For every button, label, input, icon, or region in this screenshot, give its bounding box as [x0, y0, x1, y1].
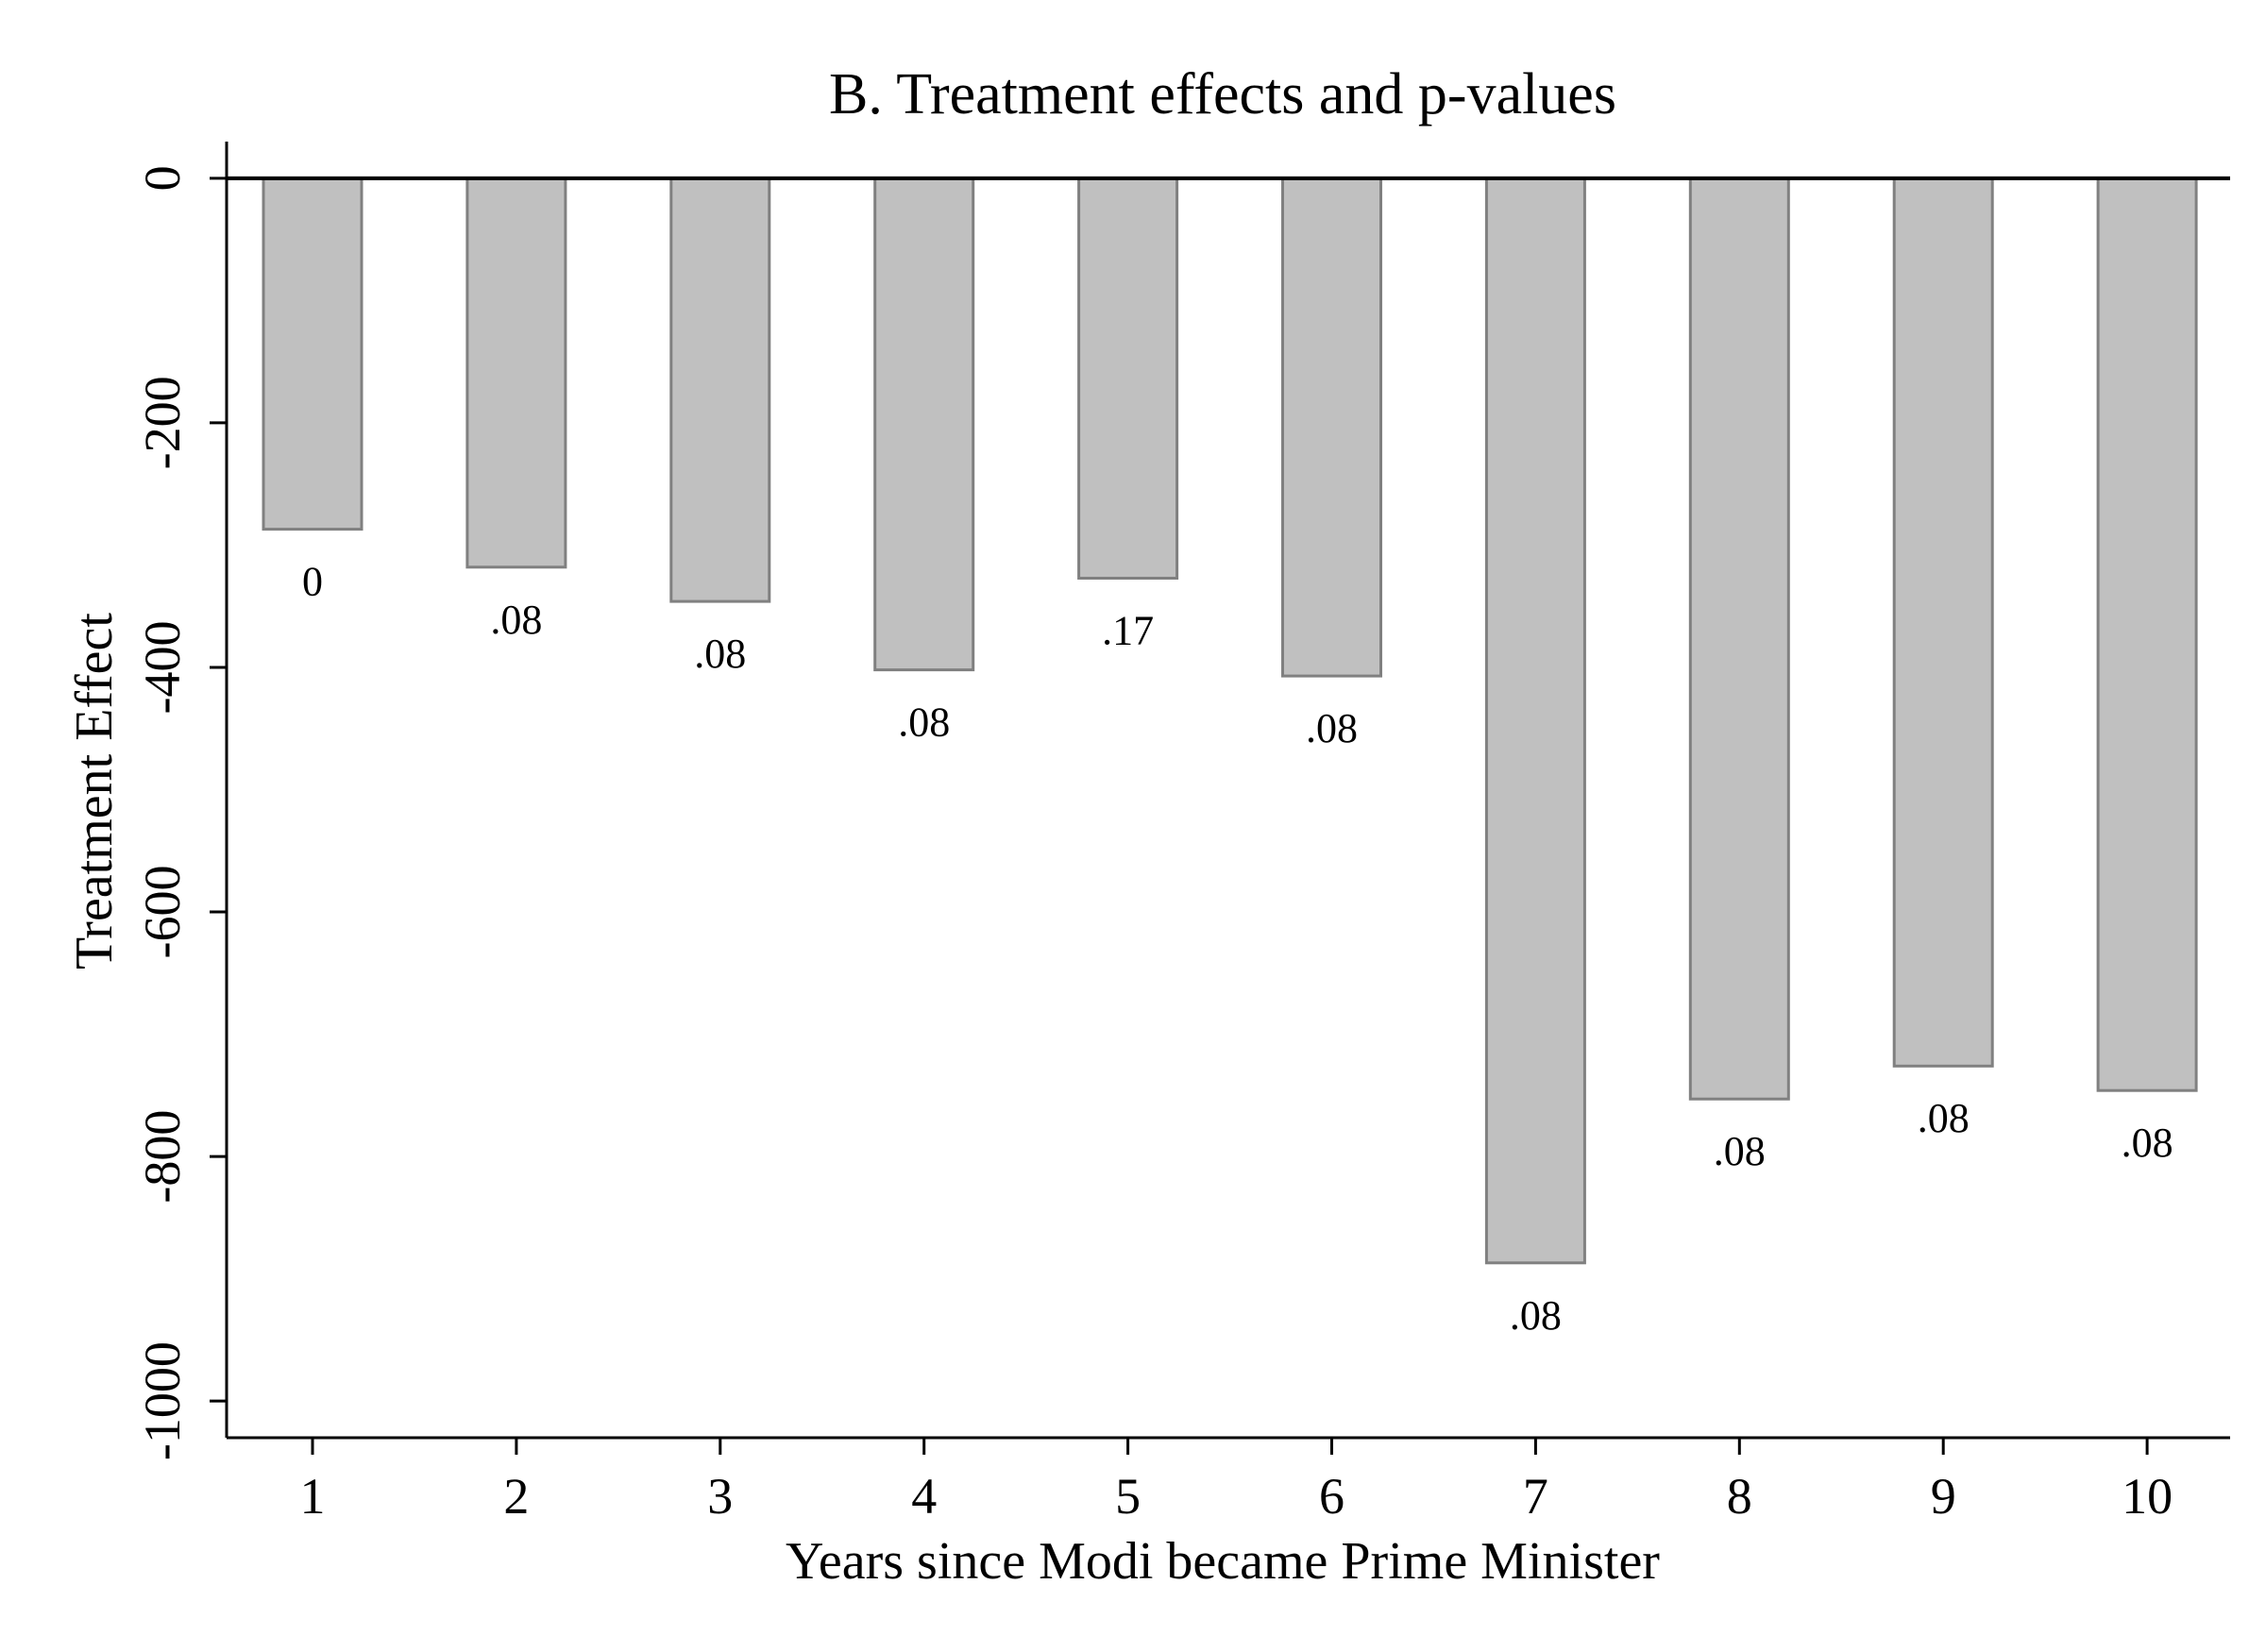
- plot-area: 0 -200 -400 -600 -800 -1000 0 1 .08 2 .08 3 .08 4 .17 5…: [134, 142, 2230, 1525]
- bar: [873, 177, 975, 672]
- bar-value-label: .08: [898, 700, 950, 746]
- bar: [465, 177, 567, 569]
- bar: [1281, 177, 1382, 678]
- bar: [1688, 177, 1790, 1101]
- x-tick-label: 4: [911, 1468, 937, 1525]
- x-tick-label: 7: [1523, 1468, 1548, 1525]
- x-axis-title: Years since Modi became Prime Minister: [786, 1532, 1660, 1591]
- x-tick-label: 2: [503, 1468, 529, 1525]
- y-tick-label: -200: [134, 376, 191, 469]
- y-tick-label: -400: [134, 621, 191, 715]
- y-tick-label: -800: [134, 1110, 191, 1204]
- bar-value-label: .08: [1306, 705, 1358, 751]
- chart-title: B. Treatment effects and p-values: [829, 62, 1616, 126]
- y-tick-label: -1000: [134, 1341, 191, 1460]
- bar-value-label: 0: [302, 559, 323, 605]
- x-tick-label: 9: [1931, 1468, 1956, 1525]
- x-tick-label: 8: [1727, 1468, 1752, 1525]
- bar-value-label: .08: [1510, 1292, 1562, 1339]
- bar-value-label: .08: [490, 597, 542, 643]
- bar-value-label: .08: [1714, 1128, 1766, 1174]
- x-tick-label: 6: [1319, 1468, 1344, 1525]
- bar: [669, 177, 771, 603]
- bar-value-label: .08: [2122, 1120, 2173, 1166]
- x-tick-label: 5: [1115, 1468, 1141, 1525]
- y-tick-label: -600: [134, 866, 191, 959]
- bar: [2096, 177, 2198, 1092]
- bar: [262, 177, 364, 531]
- bar-value-label: .17: [1102, 607, 1154, 653]
- bar: [1077, 177, 1179, 580]
- y-axis-title: Treatment Effect: [65, 613, 124, 969]
- bar-value-label: .08: [1918, 1095, 1970, 1141]
- bar: [1484, 177, 1586, 1265]
- bar: [1892, 177, 1994, 1068]
- y-tick-label: 0: [134, 165, 191, 191]
- bar-value-label: .08: [694, 631, 746, 677]
- x-tick-label: 10: [2122, 1468, 2173, 1525]
- x-tick-label: 3: [707, 1468, 733, 1525]
- x-tick-label: 1: [300, 1468, 326, 1525]
